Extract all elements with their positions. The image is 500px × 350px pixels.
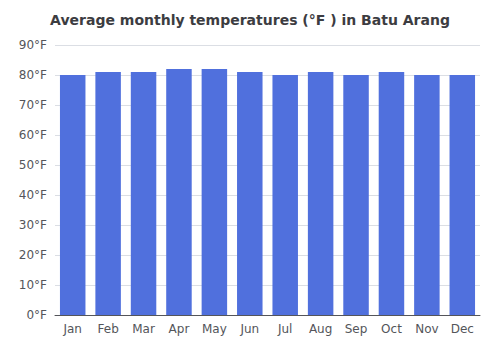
svg-text:80°F: 80°F [19, 68, 47, 82]
svg-text:May: May [202, 322, 227, 336]
svg-text:Feb: Feb [98, 322, 119, 336]
svg-text:20°F: 20°F [19, 248, 47, 262]
svg-text:10°F: 10°F [19, 278, 47, 292]
svg-text:30°F: 30°F [19, 218, 47, 232]
svg-text:70°F: 70°F [19, 98, 47, 112]
svg-text:90°F: 90°F [19, 38, 47, 52]
svg-text:Apr: Apr [169, 322, 190, 336]
svg-text:Jul: Jul [277, 322, 292, 336]
svg-text:Jan: Jan [62, 322, 82, 336]
svg-text:Dec: Dec [451, 322, 474, 336]
svg-text:60°F: 60°F [19, 128, 47, 142]
svg-text:50°F: 50°F [19, 158, 47, 172]
svg-text:Aug: Aug [309, 322, 332, 336]
svg-text:Jun: Jun [239, 322, 259, 336]
svg-text:Sep: Sep [345, 322, 368, 336]
svg-text:Mar: Mar [132, 322, 155, 336]
svg-text:Oct: Oct [381, 322, 402, 336]
svg-text:40°F: 40°F [19, 188, 47, 202]
svg-text:Average monthly temperatures (: Average monthly temperatures (°F ) in Ba… [50, 12, 450, 28]
svg-text:Nov: Nov [415, 322, 438, 336]
svg-text:0°F: 0°F [26, 308, 47, 322]
